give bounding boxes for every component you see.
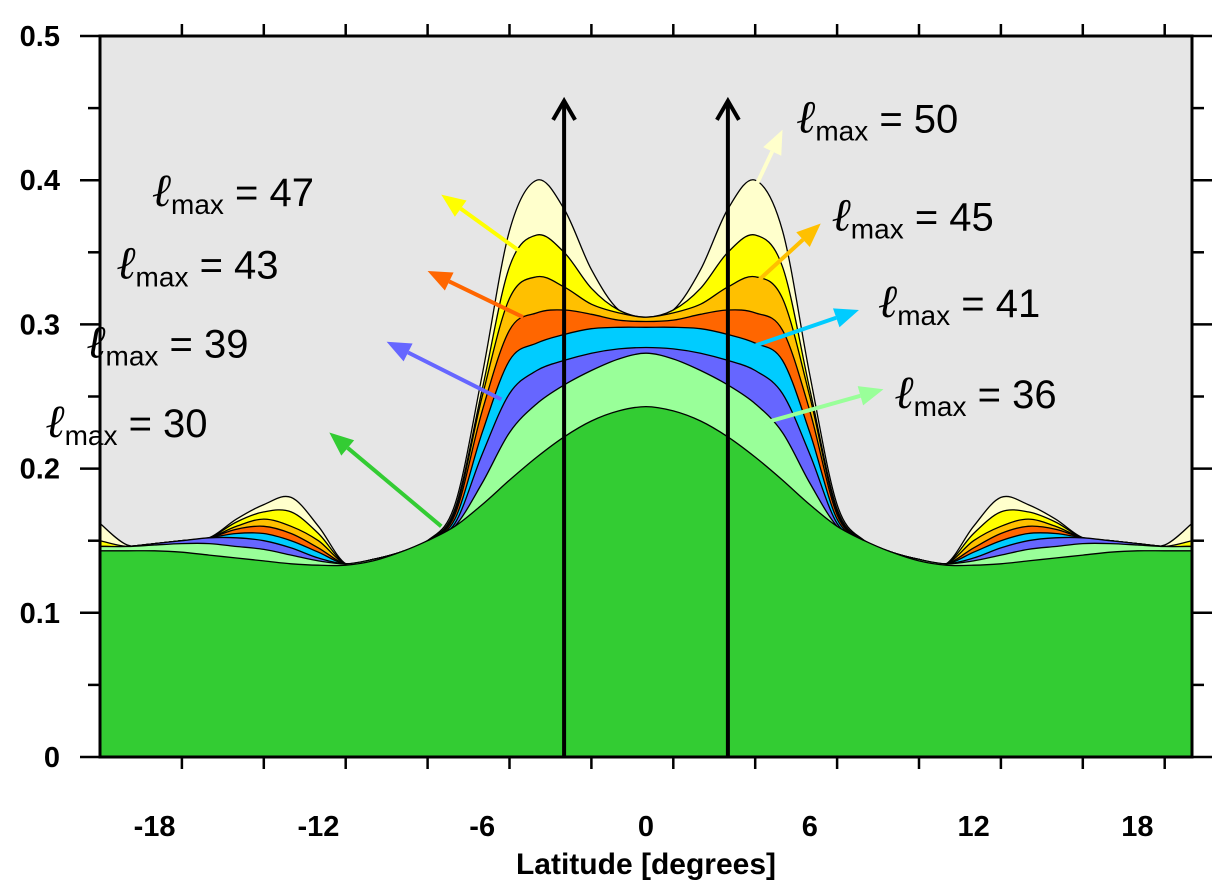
annotation-arrow-head-6	[832, 308, 859, 328]
vertical-arrow-head-0	[551, 96, 577, 121]
annotation-label-7: ℓmax = 36	[894, 367, 1056, 422]
annotation-arrow-shaft-4	[753, 150, 775, 189]
annotation-label-0: ℓmax = 47	[152, 165, 314, 220]
annotation-arrow-shaft-3	[346, 446, 443, 528]
annotation-arrow-head-5	[796, 223, 821, 248]
x-tick-label: -12	[297, 811, 339, 843]
x-tick-label: 18	[1121, 811, 1153, 843]
annotations-group: ℓmax = 47 ℓmax = 43 ℓmax = 39 ℓmax = 30 ℓmax…	[45, 92, 1057, 528]
annotation-label-2: ℓmax = 39	[86, 317, 248, 372]
annotation-arrow-head-3	[329, 432, 355, 456]
x-tick-label: -18	[134, 811, 176, 843]
area-series-7	[100, 405, 1192, 757]
x-tick-label: 6	[802, 811, 818, 843]
x-tick-label: 12	[957, 811, 989, 843]
annotation-arrow-shaft-5	[748, 238, 805, 290]
annotation-arrow-shaft-7	[754, 393, 861, 428]
annotation-label-4: ℓmax = 50	[796, 92, 958, 147]
annotation-arrow-shaft-6	[749, 315, 837, 350]
annotation-label-6: ℓmax = 41	[878, 276, 1040, 331]
annotation-label-5: ℓmax = 45	[832, 190, 994, 245]
annotation-arrow-head-4	[763, 129, 783, 156]
annotation-label-1: ℓmax = 43	[116, 237, 278, 292]
vertical-arrow-head-1	[715, 96, 741, 121]
annotation-arrow-head-0	[441, 194, 467, 217]
x-axis-title: Latitude [degrees]	[516, 848, 776, 881]
y-tick-label: 0.5	[20, 21, 60, 53]
y-tick-label: 0.2	[20, 454, 60, 486]
area-series-group	[100, 179, 1192, 757]
ticks-group	[80, 24, 1212, 769]
annotation-arrow-head-2	[386, 341, 413, 362]
x-tick-label: -6	[469, 811, 495, 843]
annotation-label-3: ℓmax = 30	[45, 396, 207, 451]
annotation-arrow-shaft-2	[407, 350, 503, 402]
y-tick-label: 0.3	[20, 309, 60, 341]
annotation-arrow-shaft-0	[459, 207, 533, 262]
annotation-arrow-shaft-1	[448, 279, 525, 319]
tick-labels-group: -18 -12 -6 0 6 12 18 0 0.1 0.2 0.3 0.4 0.5	[20, 21, 1154, 843]
vertical-arrows-group	[551, 96, 741, 757]
annotation-arrow-head-1	[427, 271, 454, 291]
y-tick-label: 0	[44, 742, 60, 774]
y-tick-label: 0.1	[20, 598, 60, 630]
annotation-arrow-head-7	[857, 386, 884, 406]
x-tick-label: 0	[638, 811, 654, 843]
y-tick-label: 0.4	[20, 165, 60, 197]
